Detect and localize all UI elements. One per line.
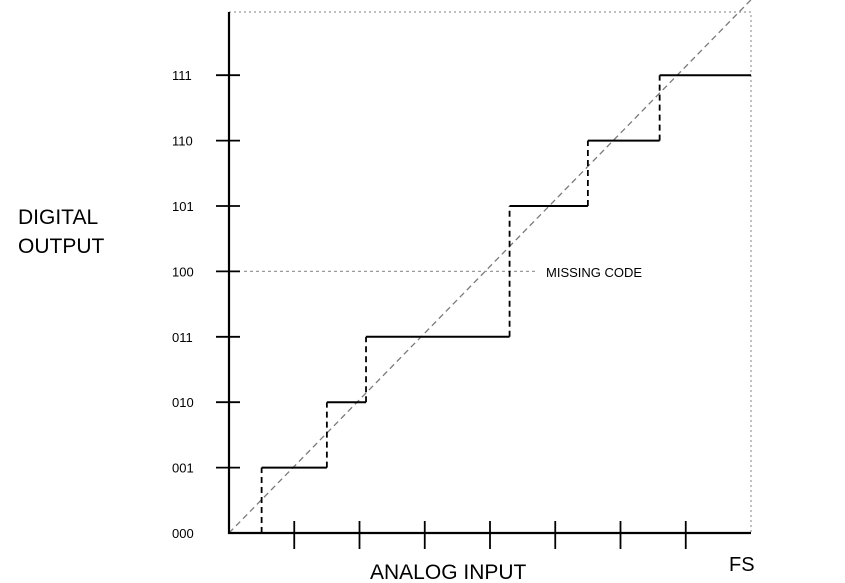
missing-code-label: MISSING CODE	[546, 265, 642, 280]
frame-edge	[229, 12, 751, 533]
axes: 000 001 010 011 100 101 110 111	[172, 12, 751, 549]
y-tick-label-010: 010	[172, 395, 194, 410]
transfer-steps	[262, 75, 751, 533]
y-tick-label-101: 101	[172, 199, 194, 214]
y-tick-label-011: 011	[172, 330, 193, 345]
y-tick-label-100: 100	[172, 264, 194, 279]
y-tick-label-000: 000	[172, 526, 194, 541]
y-tick-label-111: 111	[172, 68, 192, 83]
y-axis-title-line-1: DIGITAL	[18, 206, 98, 229]
y-tick-label-001: 001	[172, 461, 194, 476]
y-tick-label-110: 110	[172, 134, 193, 149]
dotted-frame	[229, 12, 751, 533]
x-axis-fs-label: FS	[729, 554, 755, 576]
ideal-line	[229, 0, 751, 533]
labels: DIGITAL OUTPUT ANALOG INPUT FS MISSING C…	[18, 206, 755, 583]
ideal-transfer-line	[229, 0, 751, 533]
y-axis-title-line-2: OUTPUT	[18, 235, 105, 258]
x-axis-title: ANALOG INPUT	[370, 561, 527, 583]
